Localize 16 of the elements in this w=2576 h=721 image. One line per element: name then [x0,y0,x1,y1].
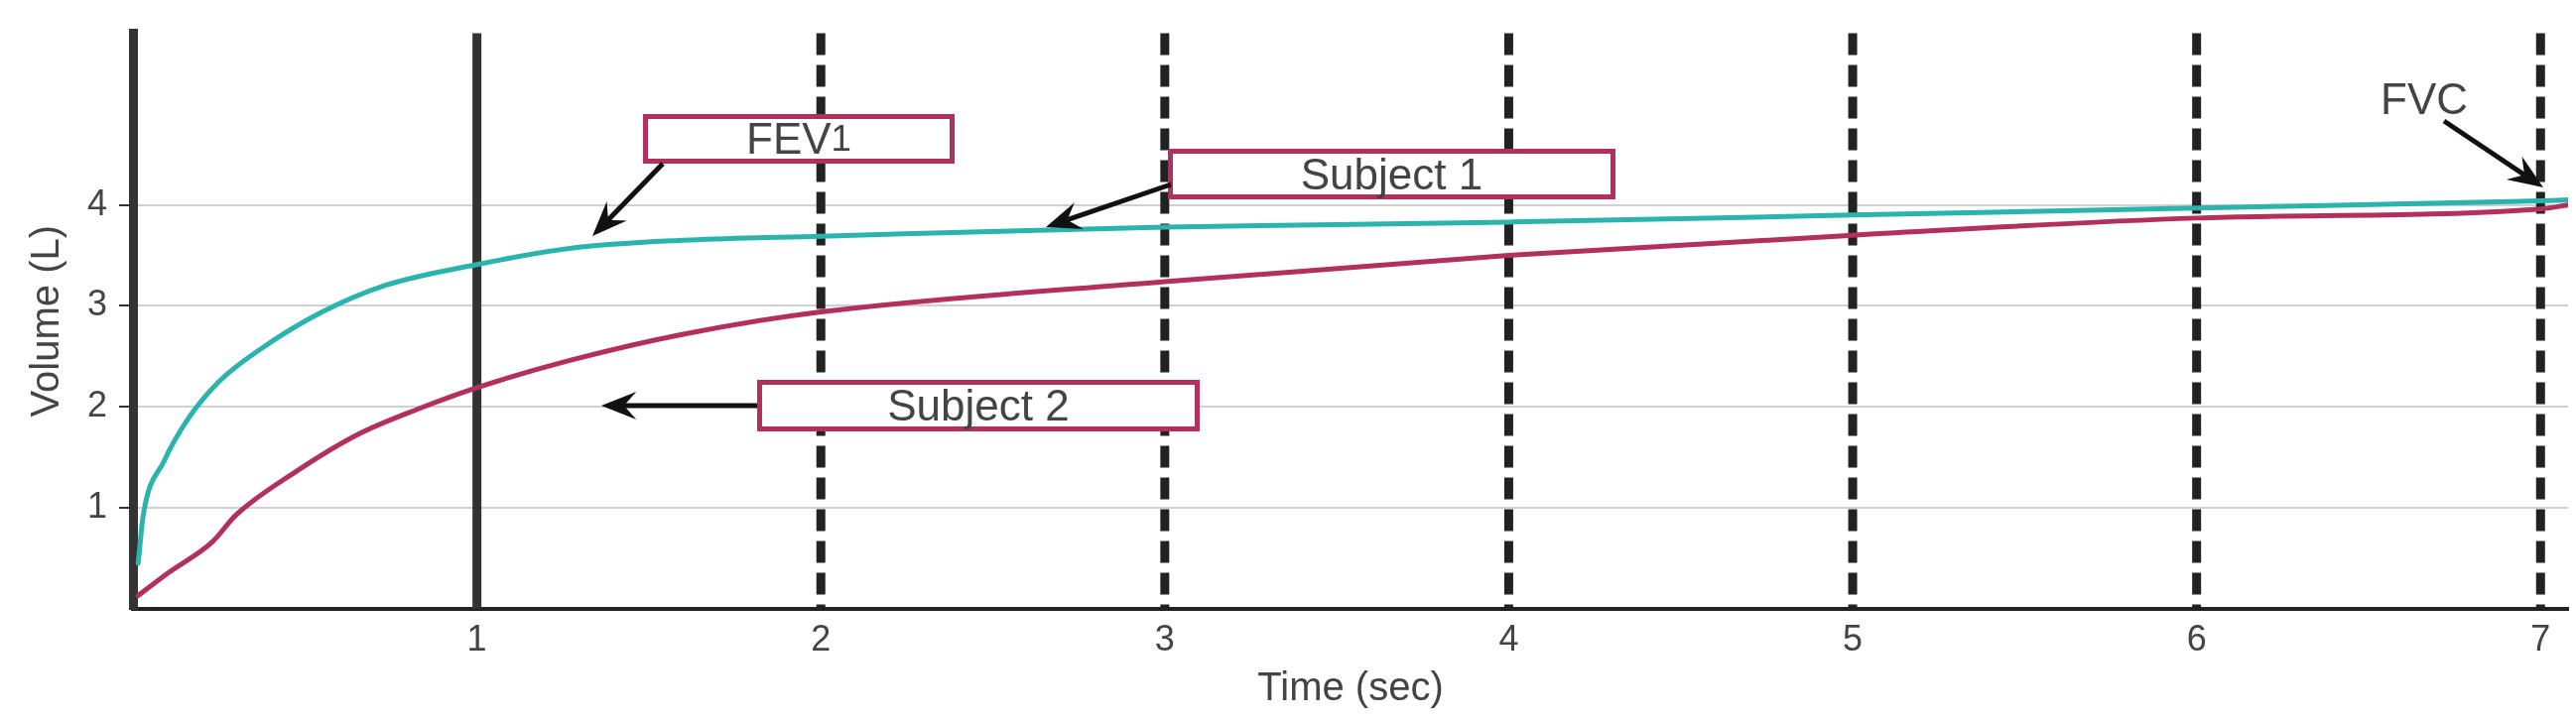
x-tick-label: 4 [1498,618,1519,660]
x-tick-label: 2 [811,618,832,660]
y-tick-label: 3 [86,283,108,324]
x-tick-label: 3 [1154,618,1175,660]
y-tick-label: 1 [86,484,108,526]
callout-box: Subject 2 [757,380,1200,431]
annotation: FVC [2380,73,2469,125]
x-axis-title: Time (sec) [1257,664,1444,709]
x-tick-label: 6 [2186,618,2207,660]
x-tick-label: 7 [2530,618,2551,660]
y-axis-title: Volume (L) [23,224,67,418]
y-tick-label: 4 [86,181,108,223]
x-tick-label: 5 [1843,618,1864,660]
y-tick-label: 2 [86,384,108,425]
callout-box: Subject 1 [1168,149,1615,199]
x-tick-label: 1 [466,618,487,660]
